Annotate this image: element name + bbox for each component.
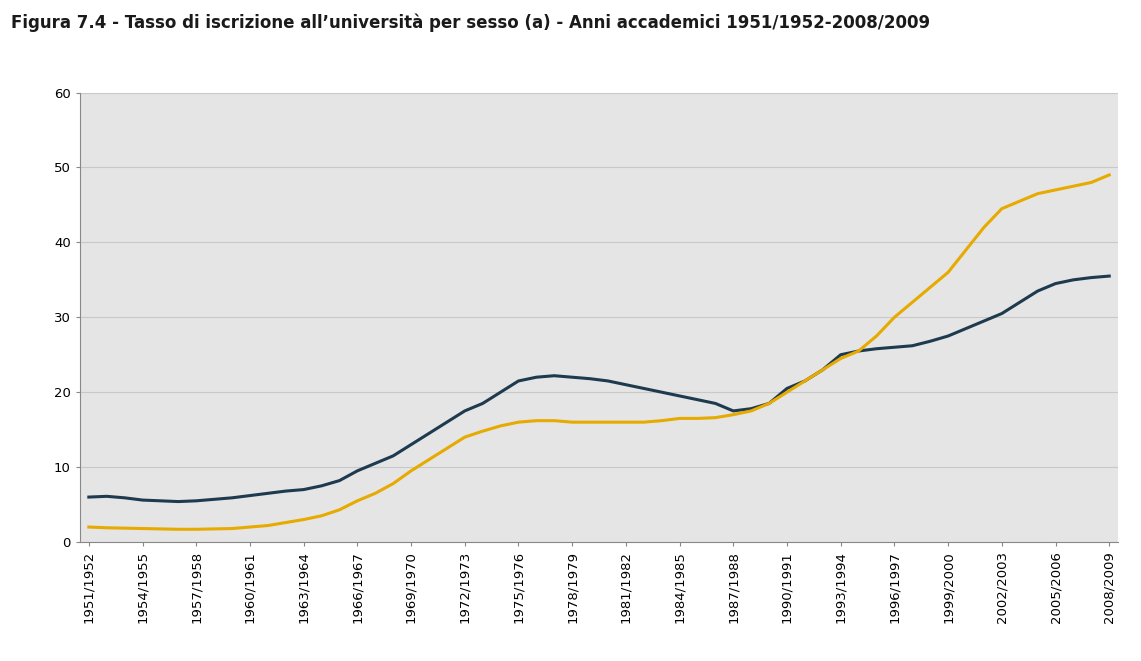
Maschi	[1067, 276, 1081, 284]
Femmine	[82, 523, 96, 531]
Femmine	[350, 497, 364, 505]
Femmine	[1102, 171, 1116, 179]
Maschi	[82, 493, 96, 501]
Maschi	[171, 498, 185, 506]
Text: Figura 7.4 - Tasso di iscrizione all’università per sesso (a) - Anni accademici : Figura 7.4 - Tasso di iscrizione all’uni…	[11, 13, 931, 32]
Femmine	[851, 347, 865, 355]
Maschi	[780, 385, 794, 393]
Femmine	[1067, 182, 1081, 190]
Maschi	[350, 467, 364, 475]
Maschi	[851, 347, 865, 355]
Maschi	[333, 477, 347, 485]
Line: Maschi: Maschi	[89, 276, 1109, 502]
Line: Femmine: Femmine	[89, 175, 1109, 529]
Femmine	[960, 246, 973, 254]
Femmine	[333, 506, 347, 514]
Maschi	[1102, 272, 1116, 280]
Maschi	[960, 325, 973, 332]
Femmine	[780, 388, 794, 396]
Femmine	[171, 525, 185, 533]
